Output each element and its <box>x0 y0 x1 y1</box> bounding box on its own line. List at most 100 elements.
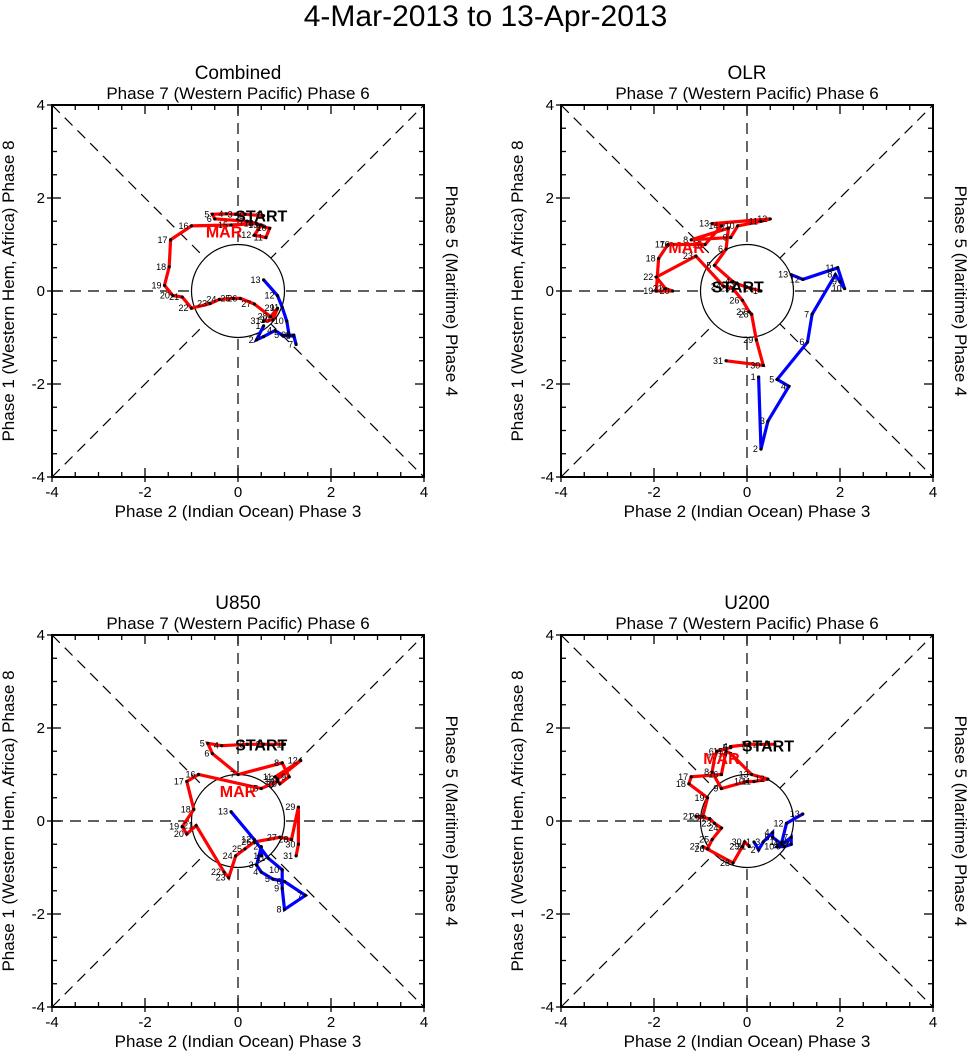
day-label: 10 <box>267 779 277 789</box>
day-marker <box>261 742 266 746</box>
day-marker <box>273 775 277 779</box>
month-annotation: MAR <box>668 240 705 257</box>
day-label: 4 <box>253 867 258 877</box>
day-marker <box>238 296 242 301</box>
day-label: 1 <box>753 286 758 296</box>
bottom-phase-label: Phase 2 (Indian Ocean) Phase 3 <box>624 1032 871 1051</box>
day-label: 14 <box>244 219 254 229</box>
day-label: 30 <box>732 837 742 847</box>
day-marker <box>715 749 719 753</box>
day-label: 2 <box>249 335 254 345</box>
day-label: 21 <box>169 292 179 302</box>
day-label: 7 <box>804 309 809 319</box>
day-label: 5 <box>706 260 711 270</box>
day-marker <box>243 847 247 851</box>
y-tick-label: -4 <box>541 999 554 1016</box>
y-tick-label: 0 <box>37 813 45 830</box>
day-marker <box>731 861 735 865</box>
day-marker <box>287 775 291 779</box>
day-label: 10 <box>832 284 842 294</box>
day-marker <box>261 214 266 218</box>
day-marker <box>752 840 756 844</box>
month-annotation: MAR <box>206 224 243 241</box>
day-marker <box>724 749 728 753</box>
day-label: 29 <box>729 842 739 852</box>
day-label: 9 <box>713 783 718 793</box>
day-marker <box>750 772 754 777</box>
day-label: 15 <box>248 783 258 793</box>
day-label: 8 <box>683 235 688 245</box>
day-label: 10 <box>269 865 279 875</box>
day-label: 5 <box>723 743 728 753</box>
day-label: 5 <box>204 209 209 219</box>
day-marker <box>185 832 189 836</box>
day-marker <box>259 854 263 858</box>
day-label: 24 <box>711 281 721 291</box>
day-label: 29 <box>743 335 753 345</box>
day-label: 9 <box>256 222 261 232</box>
day-label: 11 <box>770 837 779 847</box>
day-marker <box>292 333 296 337</box>
day-marker <box>833 273 837 277</box>
day-marker <box>255 221 259 226</box>
day-label: 6 <box>207 214 212 224</box>
day-marker <box>770 831 775 835</box>
day-label: 11 <box>254 233 263 243</box>
day-label: 8 <box>249 219 254 229</box>
day-label: 12 <box>265 291 275 301</box>
day-label: 29 <box>265 303 275 313</box>
day-label: 5 <box>274 330 279 340</box>
day-label: 11 <box>825 263 834 273</box>
day-label: 12 <box>241 835 251 845</box>
day-label: 3 <box>249 860 254 870</box>
day-marker <box>687 782 691 786</box>
panel-title: Combined <box>195 63 282 84</box>
day-marker <box>759 742 763 746</box>
day-label: 1 <box>256 321 261 331</box>
day-marker <box>280 333 284 337</box>
y-tick-label: 2 <box>37 190 45 207</box>
day-label: 9 <box>274 883 279 893</box>
day-marker <box>664 287 668 291</box>
day-marker <box>719 786 724 791</box>
day-label: 18 <box>181 804 191 814</box>
diagonal-guide-line <box>51 104 425 478</box>
day-label: 27 <box>267 832 277 842</box>
day-marker <box>719 224 724 228</box>
day-label: 9 <box>281 772 286 782</box>
day-marker <box>282 907 287 911</box>
day-label: 13 <box>739 770 749 780</box>
day-marker <box>180 824 184 829</box>
day-label: 17 <box>678 772 688 782</box>
day-label: 10 <box>274 316 284 326</box>
day-label: 2 <box>256 739 261 749</box>
day-label: 5 <box>265 874 270 884</box>
day-label: 26 <box>241 837 251 847</box>
day-marker <box>759 289 763 293</box>
top-phase-label: Phase 7 (Western Pacific) Phase 6 <box>106 614 369 633</box>
month-annotation: MAR <box>703 751 740 768</box>
day-label: 5 <box>200 738 205 748</box>
day-marker <box>261 225 266 229</box>
top-phase-label: Phase 7 (Western Pacific) Phase 6 <box>615 84 878 103</box>
day-marker <box>282 879 287 884</box>
y-tick-label: 4 <box>546 627 554 644</box>
day-label: 2 <box>253 842 258 852</box>
day-marker <box>724 359 728 363</box>
day-marker <box>268 314 273 319</box>
x-tick-label: 2 <box>836 484 844 501</box>
day-marker <box>287 333 291 337</box>
y-tick-label: -4 <box>32 999 45 1016</box>
amplitude-one-circle <box>699 243 795 339</box>
day-marker <box>252 302 256 306</box>
day-label: 22 <box>643 272 653 282</box>
day-label: 9 <box>723 233 728 243</box>
day-marker <box>296 842 301 846</box>
x-tick-label: 2 <box>327 484 335 501</box>
day-marker <box>282 742 287 746</box>
day-marker <box>180 295 184 299</box>
day-marker <box>261 319 266 323</box>
day-marker <box>789 273 793 277</box>
